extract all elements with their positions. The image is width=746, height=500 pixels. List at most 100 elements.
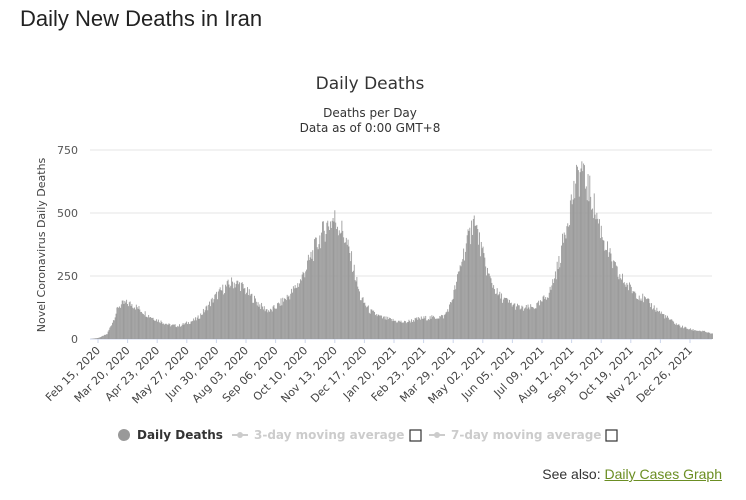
bar — [183, 324, 185, 339]
bar — [707, 332, 709, 339]
y-tick-label: 500 — [57, 207, 78, 220]
bar — [371, 309, 373, 339]
bar — [125, 302, 127, 339]
bar — [518, 305, 520, 339]
bar — [172, 324, 174, 339]
bar — [398, 320, 400, 339]
bar — [599, 219, 600, 339]
bar — [263, 306, 265, 339]
bar — [305, 271, 307, 339]
bar — [164, 324, 165, 339]
bar — [592, 208, 593, 339]
bar — [357, 286, 359, 339]
bar — [687, 328, 689, 339]
chart-subtitle-line-1: Deaths per Day — [323, 106, 417, 120]
legend-label-3-day[interactable]: 3-day moving average — [254, 428, 404, 442]
bar — [289, 299, 291, 339]
bar — [389, 317, 390, 339]
bar — [597, 218, 599, 339]
bar — [94, 338, 96, 339]
bar — [590, 196, 592, 339]
bar — [356, 276, 358, 339]
bar — [681, 327, 683, 339]
bar — [607, 241, 608, 339]
bar — [614, 262, 616, 339]
bar — [362, 297, 364, 339]
bar — [195, 320, 197, 339]
bar — [653, 305, 655, 339]
bar — [270, 309, 272, 339]
bar — [611, 261, 613, 339]
bar — [127, 306, 129, 339]
bar — [226, 281, 228, 339]
bar — [652, 308, 654, 339]
bar — [579, 172, 581, 339]
bar — [115, 313, 117, 339]
bar — [617, 276, 619, 339]
bar — [170, 326, 172, 339]
bar — [380, 315, 382, 339]
bar — [306, 269, 308, 339]
bar — [186, 321, 188, 339]
bar — [646, 298, 648, 339]
bar — [505, 297, 507, 339]
bar — [610, 253, 612, 339]
bar — [656, 307, 658, 339]
bar — [293, 288, 295, 339]
legend-label-daily-deaths[interactable]: Daily Deaths — [137, 428, 223, 442]
bar — [462, 259, 464, 339]
bar — [337, 235, 339, 339]
bar — [287, 296, 289, 339]
bar — [502, 299, 504, 339]
bar — [627, 284, 629, 339]
bar — [154, 321, 156, 339]
bar — [454, 285, 456, 339]
bar — [225, 286, 227, 339]
bar — [370, 309, 372, 339]
bar — [376, 316, 378, 339]
bar — [399, 321, 401, 339]
bar — [388, 319, 390, 339]
bar — [637, 299, 639, 339]
bar — [124, 300, 126, 339]
bar — [383, 316, 385, 339]
bar — [350, 261, 352, 339]
bar — [456, 281, 458, 339]
bar — [659, 313, 661, 339]
bar — [513, 303, 515, 339]
bar — [622, 283, 624, 339]
bar — [545, 297, 547, 339]
bar — [679, 325, 681, 339]
checkbox-3-day[interactable] — [409, 429, 422, 442]
bar — [239, 282, 240, 339]
bar — [331, 220, 333, 339]
bar — [562, 242, 564, 339]
bar — [281, 305, 283, 339]
bar — [200, 313, 202, 339]
bar — [635, 293, 637, 339]
bar — [433, 315, 435, 339]
daily-cases-graph-link[interactable]: Daily Cases Graph — [604, 466, 723, 482]
bar — [455, 289, 457, 339]
see-also: See also: Daily Cases Graph — [542, 466, 722, 482]
bar — [214, 294, 216, 339]
bar — [155, 320, 157, 339]
bar — [123, 303, 125, 339]
bar — [365, 305, 367, 339]
bar — [368, 312, 370, 339]
bar — [479, 256, 481, 339]
bar — [529, 309, 531, 339]
bar — [374, 311, 375, 339]
checkbox-7-day[interactable] — [605, 429, 618, 442]
bar — [463, 248, 465, 339]
bar — [491, 282, 493, 339]
bar — [602, 239, 604, 339]
bar — [659, 310, 660, 339]
bar — [553, 282, 555, 339]
bar — [250, 294, 252, 339]
bar — [110, 326, 112, 339]
bar — [677, 324, 679, 339]
legend-label-7-day[interactable]: 7-day moving average — [451, 428, 601, 442]
bar — [359, 291, 360, 339]
bar — [161, 322, 163, 339]
